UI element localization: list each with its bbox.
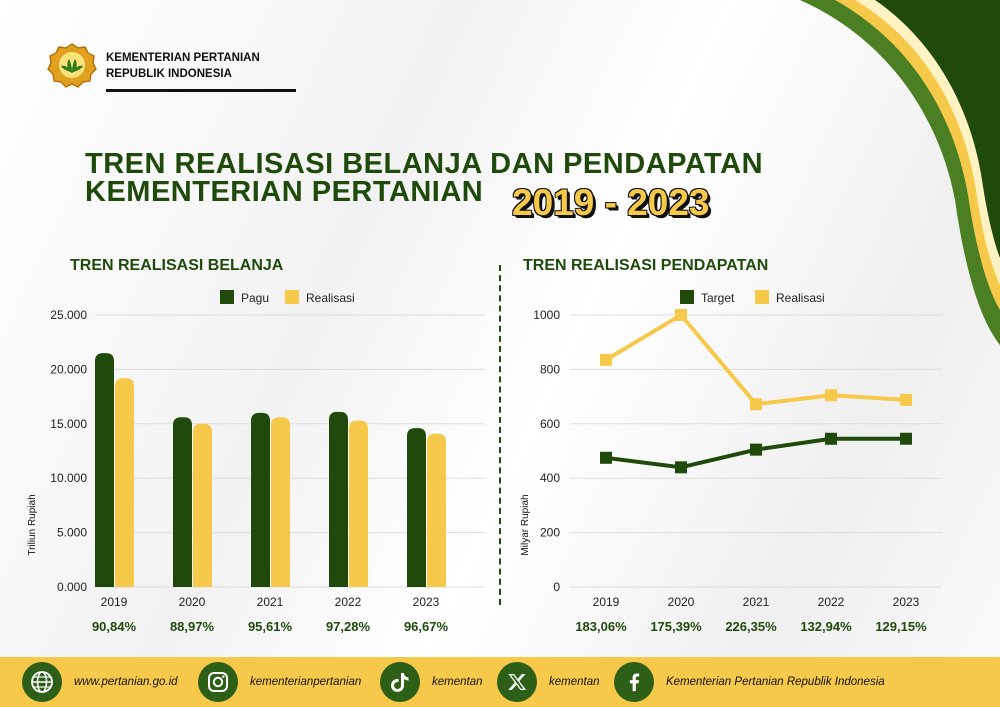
point-target-2023	[900, 432, 912, 445]
tiktok-text: kementan	[432, 676, 483, 688]
organization-name: KEMENTERIAN PERTANIAN REPUBLIK INDONESIA	[106, 50, 260, 82]
percent-label: 90,84%	[92, 619, 137, 634]
x-tick-label: 2023	[893, 595, 920, 609]
footer-facebook[interactable]: Kementerian Pertanian Republik Indonesia	[614, 662, 885, 702]
percent-label: 175,39%	[650, 619, 702, 634]
year-range: 2019 - 2023	[512, 182, 710, 223]
legend-label: Pagu	[241, 291, 269, 305]
globe-icon	[22, 662, 62, 702]
point-realisasi-2023	[900, 393, 912, 406]
series-line-realisasi	[604, 313, 907, 407]
percent-label: 97,28%	[326, 619, 371, 634]
ministry-logo	[47, 43, 97, 88]
x-tick-label: 2020	[179, 595, 206, 609]
revenue-chart-title: TREN REALISASI PENDAPATAN	[523, 257, 769, 274]
x-tick-label: 2023	[413, 595, 440, 609]
org-underline	[106, 89, 296, 92]
org-line-2: REPUBLIK INDONESIA	[106, 68, 232, 80]
x-text: kementan	[549, 676, 600, 688]
y-tick-label: 800	[540, 362, 560, 376]
legend-swatch-realisasi	[755, 290, 769, 304]
y-tick-label: 20.000	[50, 362, 87, 376]
point-target-2020	[675, 461, 687, 474]
footer-website[interactable]: www.pertanian.go.id	[22, 662, 178, 702]
tiktok-icon	[380, 662, 420, 702]
x-icon	[497, 662, 537, 702]
bar-realisasi-2021	[271, 417, 290, 587]
point-realisasi-2019	[600, 353, 612, 366]
y-tick-label: 15.000	[50, 417, 87, 431]
y-tick-label: 0.000	[57, 580, 87, 594]
facebook-text: Kementerian Pertanian Republik Indonesia	[666, 676, 885, 688]
x-tick-label: 2022	[335, 595, 362, 609]
legend-swatch-realisasi	[285, 290, 299, 304]
footer-tiktok[interactable]: kementan	[380, 662, 483, 702]
spending-chart-title: TREN REALISASI BELANJA	[70, 257, 284, 274]
instagram-text: kementerianpertanian	[250, 676, 362, 688]
x-tick-label: 2019	[101, 595, 128, 609]
bar-realisasi-2020	[193, 423, 212, 587]
decorative-swoosh	[800, 0, 1000, 345]
point-target-2022	[825, 432, 837, 445]
bar-pagu-2023	[407, 428, 426, 587]
y-axis-label: Milyar Rupiah	[520, 494, 531, 555]
bar-realisasi-2022	[349, 420, 368, 587]
x-tick-label: 2021	[257, 595, 284, 609]
revenue-line-chart: 0 200 400 600 800 1000 Milyar Rupiah 2019 183,06…	[520, 290, 942, 634]
y-axis-label: Triliun Rupiah	[27, 494, 38, 555]
y-tick-label: 200	[540, 526, 560, 540]
spending-bar-chart: 0.000 5.000 10.000 15.000 20.000 25.000 Triliu…	[27, 290, 485, 634]
legend-label: Realisasi	[776, 291, 825, 305]
bar-pagu-2020	[173, 417, 192, 587]
footer-x[interactable]: kementan	[497, 662, 600, 702]
facebook-icon	[614, 662, 654, 702]
y-tick-label: 600	[540, 417, 560, 431]
percent-label: 132,94%	[800, 619, 852, 634]
x-tick-label: 2022	[818, 595, 845, 609]
y-tick-label: 400	[540, 471, 560, 485]
percent-label: 129,15%	[875, 619, 927, 634]
bar-realisasi-2019	[115, 378, 134, 587]
y-tick-label: 5.000	[57, 526, 87, 540]
footer-instagram[interactable]: kementerianpertanian	[198, 662, 361, 702]
percent-label: 226,35%	[725, 619, 777, 634]
point-realisasi-2021	[750, 398, 762, 411]
percent-label: 183,06%	[575, 619, 627, 634]
y-tick-label: 1000	[533, 308, 560, 322]
percent-label: 95,61%	[248, 619, 293, 634]
page-title-line-1: TREN REALISASI BELANJA DAN PENDAPATAN	[85, 148, 764, 180]
legend-swatch-pagu	[220, 290, 234, 304]
bar-pagu-2021	[251, 412, 270, 587]
bar-pagu-2019	[95, 353, 114, 587]
point-realisasi-2022	[825, 389, 837, 402]
website-text: www.pertanian.go.id	[74, 676, 178, 688]
bar-pagu-2022	[329, 411, 348, 587]
chart-divider	[499, 265, 501, 605]
x-tick-label: 2019	[593, 595, 620, 609]
y-tick-label: 10.000	[50, 471, 87, 485]
point-target-2019	[600, 451, 612, 464]
percent-label: 96,67%	[404, 619, 449, 634]
legend-label: Target	[701, 291, 735, 305]
legend-label: Realisasi	[306, 291, 355, 305]
percent-label: 88,97%	[170, 619, 215, 634]
org-line-1: KEMENTERIAN PERTANIAN	[106, 52, 260, 64]
y-tick-label: 25.000	[50, 308, 87, 322]
y-tick-label: 0	[553, 580, 560, 594]
point-realisasi-2020	[675, 309, 687, 321]
instagram-icon	[198, 662, 238, 702]
bar-realisasi-2023	[427, 433, 446, 587]
page-title-line-2: KEMENTERIAN PERTANIAN	[85, 176, 484, 208]
legend-swatch-target	[680, 290, 694, 304]
point-target-2021	[750, 443, 762, 456]
x-tick-label: 2020	[668, 595, 695, 609]
x-tick-label: 2021	[743, 595, 770, 609]
